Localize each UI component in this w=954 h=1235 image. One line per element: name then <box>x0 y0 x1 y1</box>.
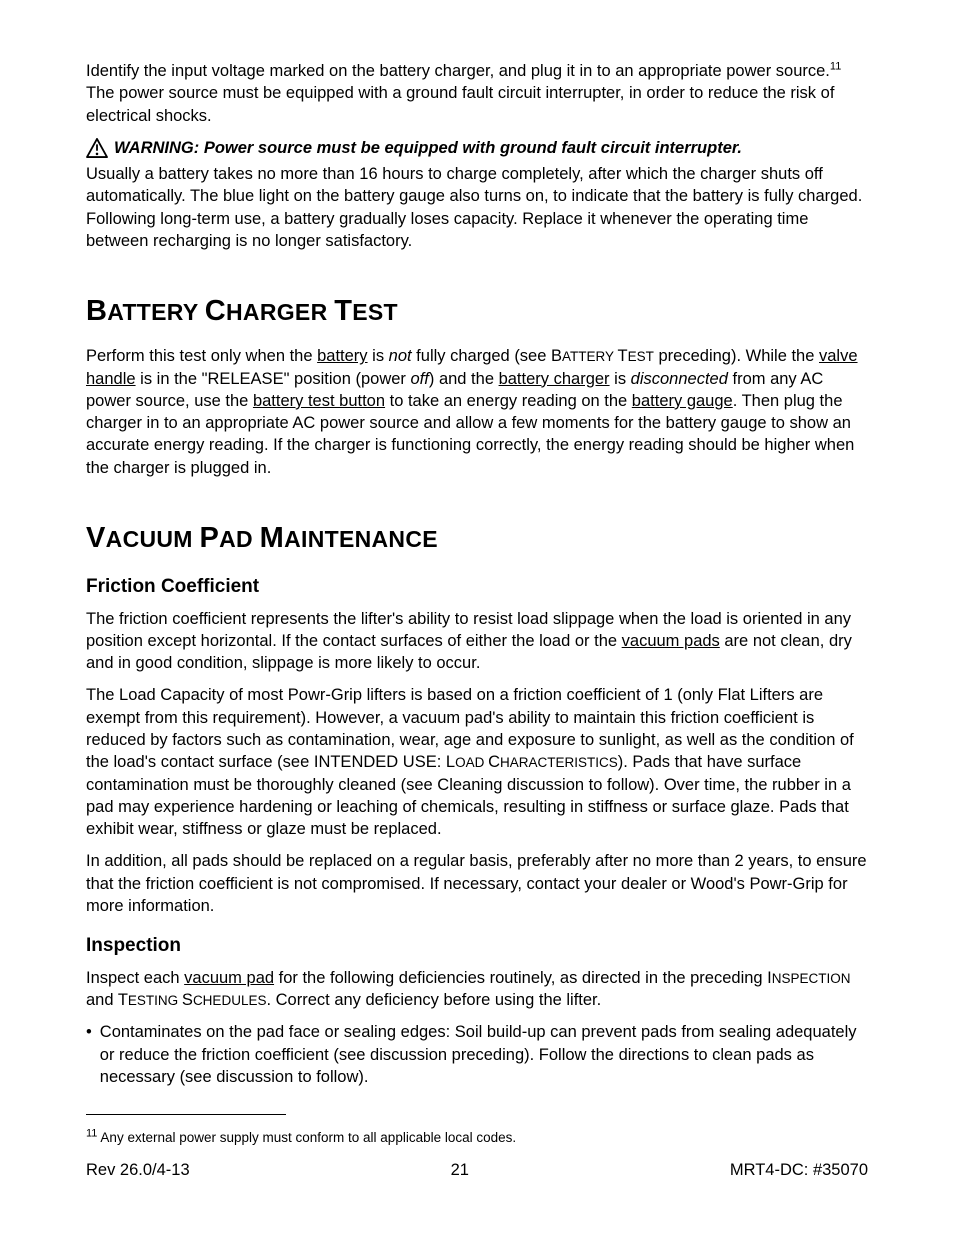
term-vacuum-pads: vacuum pads <box>622 632 720 650</box>
bullet-text: Contaminates on the pad face or sealing … <box>100 1021 868 1088</box>
intro-p1-a: Identify the input voltage marked on the… <box>86 62 830 80</box>
page-footer: Rev 26.0/4-13 21 MRT4-DC: #35070 <box>86 1159 868 1181</box>
bullet-dot: • <box>86 1021 92 1088</box>
intro-p1-b: The power source must be equipped with a… <box>86 84 834 124</box>
heading-battery-charger-test: BATTERY CHARGER TEST <box>86 292 868 331</box>
footnote-text: Any external power supply must conform t… <box>97 1130 516 1145</box>
warning-callout: WARNING: Power source must be equipped w… <box>86 137 868 159</box>
footnote-marker: 11 <box>86 1127 97 1139</box>
term-vacuum-pad: vacuum pad <box>184 969 274 987</box>
warning-text: WARNING: Power source must be equipped w… <box>114 137 742 159</box>
term-battery-charger: battery charger <box>499 370 610 388</box>
term-battery-gauge: battery gauge <box>632 392 733 410</box>
friction-paragraph-2: The Load Capacity of most Powr-Grip lift… <box>86 684 868 840</box>
friction-paragraph-3: In addition, all pads should be replaced… <box>86 850 868 917</box>
subheading-friction-coefficient: Friction Coefficient <box>86 574 868 600</box>
intro-paragraph-1: Identify the input voltage marked on the… <box>86 60 868 127</box>
inspection-paragraph: Inspect each vacuum pad for the followin… <box>86 967 868 1012</box>
footer-left: Rev 26.0/4-13 <box>86 1159 190 1181</box>
term-battery: battery <box>317 347 367 365</box>
footnote-separator <box>86 1114 286 1115</box>
intro-paragraph-2: Usually a battery takes no more than 16 … <box>86 163 868 252</box>
footnote-11: 11 Any external power supply must confor… <box>86 1129 868 1147</box>
document-page: Identify the input voltage marked on the… <box>0 0 954 1235</box>
subheading-inspection: Inspection <box>86 933 868 959</box>
inspection-bullet-1: • Contaminates on the pad face or sealin… <box>86 1021 868 1088</box>
footer-right: MRT4-DC: #35070 <box>730 1159 868 1181</box>
heading-vacuum-pad-maintenance: VACUUM PAD MAINTENANCE <box>86 519 868 558</box>
footer-center: 21 <box>451 1159 469 1181</box>
friction-paragraph-1: The friction coefficient represents the … <box>86 608 868 675</box>
warning-triangle-icon <box>86 138 108 158</box>
footnote-ref-11: 11 <box>830 61 841 73</box>
battery-charger-test-paragraph: Perform this test only when the battery … <box>86 345 868 479</box>
term-battery-test-button: battery test button <box>253 392 385 410</box>
